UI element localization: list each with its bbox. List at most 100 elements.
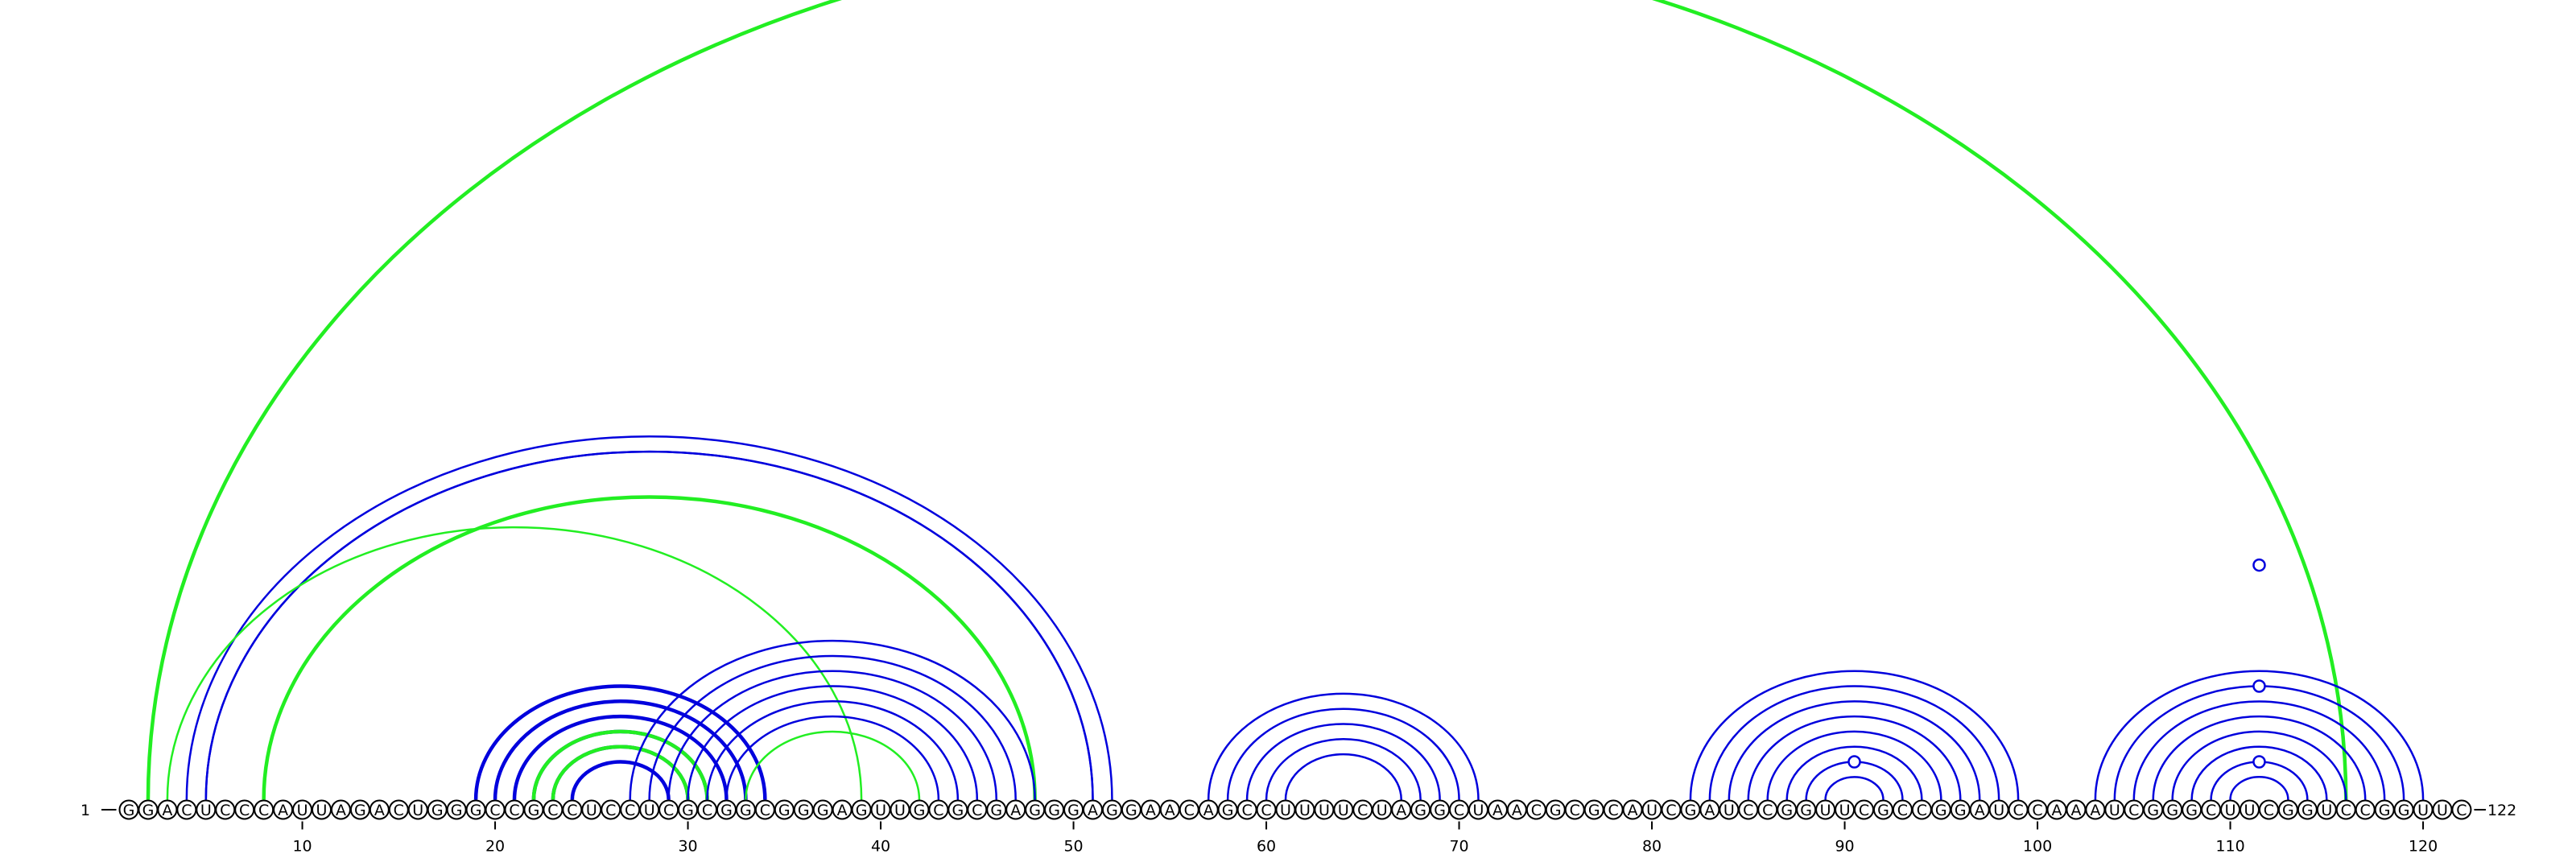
nucleotide-102: A (2066, 799, 2087, 820)
tick-label-120: 120 (2409, 838, 2438, 856)
nucleotide-letter: C (2013, 802, 2023, 819)
nucleotide-79: A (1622, 799, 1643, 820)
base-pair-arc-5-51 (204, 450, 1094, 800)
nucleotide-letter: G (451, 802, 463, 819)
nucleotide-letter: A (162, 802, 172, 819)
nucleotide-letter: G (990, 802, 1002, 819)
nucleotide-116: C (2335, 799, 2356, 820)
nucleotide-letter: U (2437, 802, 2448, 819)
nucleotide-118: G (2374, 799, 2395, 820)
nucleotide-97: A (1969, 799, 1990, 820)
nucleotide-letter: U (1993, 802, 2004, 819)
nucleotide-60: C (1256, 799, 1277, 820)
nucleotide-20: C (485, 799, 506, 820)
nucleotide-circle (2451, 799, 2472, 820)
nucleotide-letter: G (2398, 802, 2410, 819)
nucleotide-29: C (658, 799, 679, 820)
nucleotide-104: U (2104, 799, 2125, 820)
nucleotide-letter: U (894, 802, 906, 819)
nucleotide-letter: A (1975, 802, 1985, 819)
loop-marker-2 (2252, 679, 2266, 693)
tick-label-90: 90 (1835, 838, 1854, 856)
nucleotide-66: U (1372, 799, 1393, 820)
tick-label-60: 60 (1257, 838, 1276, 856)
base-pair-arc-89-92 (1824, 776, 1885, 800)
nucleotide-letter: C (1261, 802, 1271, 819)
nucleotide-letter: U (1338, 802, 1349, 819)
base-pair-arc-85-96 (1747, 715, 1962, 800)
nucleotide-22: G (523, 799, 544, 820)
nucleotide-letter: U (2321, 802, 2332, 819)
nucleotide-65: C (1352, 799, 1373, 820)
nucleotide-letter: G (2379, 802, 2391, 819)
nucleotide-letter: C (2128, 802, 2139, 819)
nucleotide-letter: U (1473, 802, 1484, 819)
nucleotide-55: A (1159, 799, 1180, 820)
nucleotide-27: C (620, 799, 641, 820)
nucleotide-letter: C (509, 802, 519, 819)
nucleotide-83: A (1699, 799, 1720, 820)
nucleotide-114: G (2297, 799, 2318, 820)
nucleotide-letter: A (2090, 802, 2100, 819)
nucleotide-letter: U (412, 802, 423, 819)
nucleotide-92: G (1872, 799, 1893, 820)
base-pair-arc-87-94 (1785, 745, 1923, 800)
nucleotide-letter: G (1434, 802, 1446, 819)
nucleotide-77: G (1583, 799, 1604, 820)
nucleotide-letter: U (1319, 802, 1330, 819)
nucleotide-85: C (1738, 799, 1759, 820)
nucleotide-letter: G (2166, 802, 2178, 819)
nucleotide-letter: C (1743, 802, 1753, 819)
nucleotide-letter: C (1666, 802, 1676, 819)
nucleotide-73: A (1506, 799, 1527, 820)
position-ticks: 10 20 30 40 50 60 70 80 90 100 110 120 (292, 821, 2438, 856)
nucleotide-letter: C (972, 802, 982, 819)
nucleotide-76: C (1564, 799, 1585, 820)
loop-marker-3 (2252, 755, 2266, 769)
nucleotide-letter: G (1125, 802, 1137, 819)
nucleotide-81: C (1661, 799, 1682, 820)
nucleotide-letter: G (142, 802, 155, 819)
nucleotide-110: U (2220, 799, 2241, 820)
nucleotide-4: C (176, 799, 197, 820)
base-pair-arc-82-99 (1689, 670, 2020, 800)
nucleotide-80: U (1641, 799, 1662, 820)
base-pair-arc-61-67 (1284, 753, 1402, 800)
nucleotide-50: G (1063, 799, 1084, 820)
nucleotide-letter: U (875, 802, 886, 819)
nucleotide-119: G (2393, 799, 2414, 820)
tick-label-110: 110 (2215, 838, 2244, 856)
nucleotide-letter: G (528, 802, 540, 819)
base-pair-arc-22-31 (531, 729, 709, 800)
nucleotide-letter: G (778, 802, 791, 819)
nucleotide-19: G (465, 799, 486, 820)
loop-marker-1 (2252, 558, 2266, 572)
nucleotide-37: G (812, 799, 833, 820)
nucleotide-letter: C (933, 802, 943, 819)
tick-label-50: 50 (1063, 838, 1083, 856)
tick-label-40: 40 (871, 838, 890, 856)
loop-marker-0 (1847, 755, 1861, 769)
nucleotide-11: U (312, 799, 332, 820)
nucleotide-93: C (1892, 799, 1913, 820)
nucleotide-letter: G (1588, 802, 1600, 819)
nucleotide-62: U (1294, 799, 1315, 820)
nucleotide-letter: G (817, 802, 829, 819)
nucleotide-117: C (2355, 799, 2376, 820)
nucleotide-letter: G (1222, 802, 1234, 819)
base-pair-arc-21-32 (512, 714, 729, 800)
tick-label-30: 30 (678, 838, 697, 856)
nucleotide-letter: C (1184, 802, 1195, 819)
nucleotide-letter: C (663, 802, 674, 819)
nucleotide-72: A (1487, 799, 1508, 820)
nucleotide-letter: G (952, 802, 964, 819)
nucleotide-letter: C (1917, 802, 1927, 819)
nucleotide-99: C (2008, 799, 2029, 820)
nucleotide-letter: U (1820, 802, 1831, 819)
nucleotide-letter: C (489, 802, 500, 819)
nucleotide-115: U (2316, 799, 2337, 820)
base-pair-arcs (146, 0, 2425, 800)
nucleotide-87: G (1777, 799, 1798, 820)
nucleotide-letter: U (1646, 802, 1657, 819)
